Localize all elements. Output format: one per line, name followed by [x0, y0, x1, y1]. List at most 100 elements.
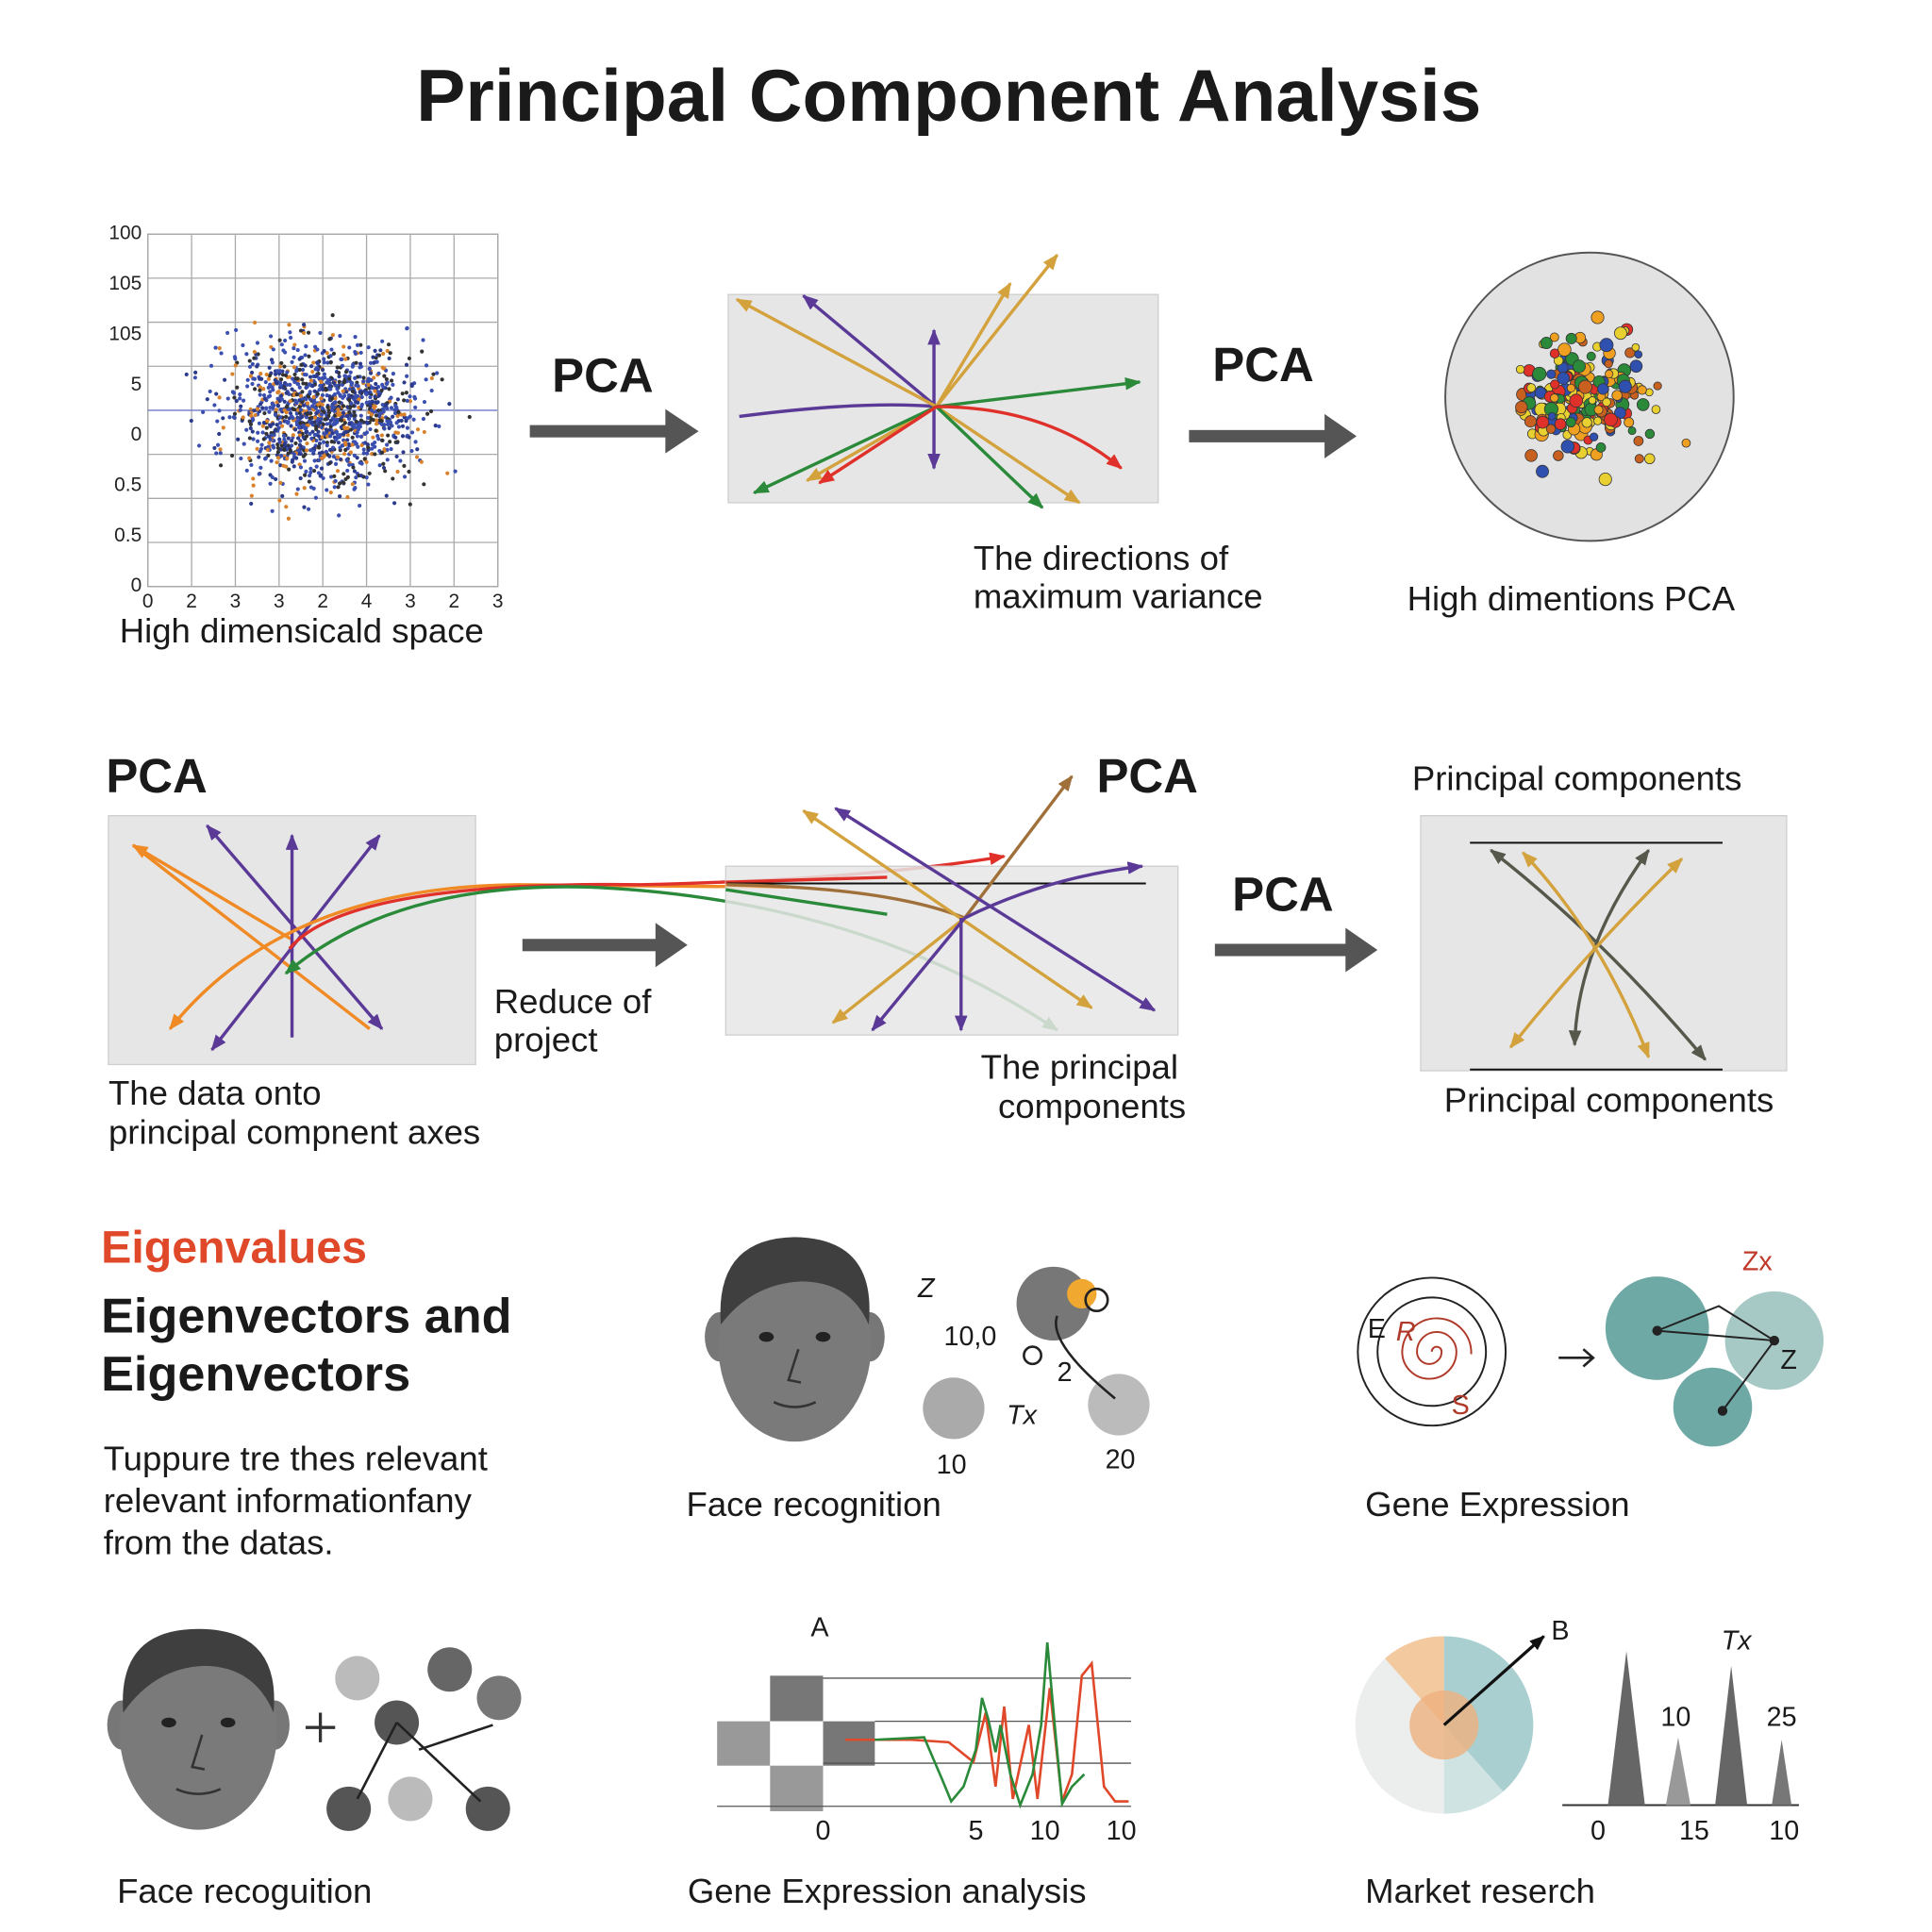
dot — [330, 431, 335, 436]
dot — [323, 417, 327, 422]
dot — [342, 421, 347, 425]
dot — [1549, 393, 1559, 403]
dot — [374, 400, 378, 405]
dot — [347, 397, 352, 403]
caption: Principal components — [1444, 1081, 1774, 1120]
dot — [322, 440, 326, 444]
dot — [424, 363, 429, 368]
heading: Eigenvectors and — [101, 1290, 511, 1344]
dot — [359, 442, 364, 448]
dot — [332, 474, 337, 478]
x-tick-label: 3 — [274, 591, 285, 612]
dot — [251, 437, 256, 441]
dot — [284, 419, 289, 424]
dot — [234, 398, 239, 404]
dot — [1586, 351, 1596, 361]
dot — [331, 454, 336, 459]
dot — [366, 382, 371, 388]
dot — [267, 409, 272, 414]
dot — [388, 420, 393, 425]
dot — [304, 425, 308, 430]
dot — [1629, 359, 1643, 373]
dot — [1633, 436, 1644, 446]
dot — [1598, 473, 1612, 487]
dot — [347, 387, 353, 391]
dot — [350, 380, 355, 386]
dot — [336, 441, 341, 445]
dot — [391, 382, 395, 387]
dot — [356, 393, 360, 399]
cluster-icon — [923, 1266, 1150, 1440]
dot — [1651, 405, 1661, 414]
dot — [218, 451, 223, 456]
dot — [313, 367, 318, 372]
arrow-label: PCA — [1232, 868, 1334, 922]
dot — [251, 483, 256, 488]
caption: High dimentions PCA — [1407, 579, 1736, 618]
label: Tx — [1007, 1401, 1039, 1431]
dot — [1634, 350, 1643, 358]
dot — [385, 348, 390, 354]
dot — [404, 362, 409, 367]
dot — [334, 429, 339, 435]
dot — [405, 398, 409, 403]
y-tick-label: 5 — [131, 374, 142, 395]
dot — [330, 313, 335, 318]
label: 10 — [1660, 1703, 1690, 1733]
dot — [1631, 342, 1641, 352]
dot — [330, 445, 336, 450]
dot — [324, 427, 328, 432]
dot — [379, 388, 384, 392]
dot — [421, 416, 426, 422]
dot — [1599, 338, 1614, 353]
dot — [276, 425, 281, 430]
dot — [184, 372, 189, 377]
dot — [1557, 372, 1571, 385]
dot — [1549, 348, 1560, 358]
dot — [250, 381, 255, 387]
dot — [367, 471, 372, 475]
label: A — [810, 1612, 829, 1642]
dot — [308, 466, 313, 471]
dot — [270, 360, 275, 365]
dot — [422, 429, 426, 435]
dot — [351, 465, 356, 470]
caption: Gene Expression analysis — [688, 1872, 1087, 1910]
dot — [1553, 450, 1564, 461]
dot — [257, 455, 261, 459]
dot — [328, 354, 333, 358]
dot — [290, 439, 294, 443]
dot — [214, 391, 219, 396]
dot — [1560, 440, 1574, 454]
dot — [312, 415, 318, 420]
dot — [274, 476, 278, 482]
dot — [411, 417, 416, 422]
dot — [338, 333, 342, 339]
dot — [399, 418, 404, 423]
dot — [283, 338, 288, 343]
dot — [315, 360, 320, 365]
principal-panel — [1420, 815, 1788, 1072]
dot — [379, 438, 385, 442]
dot — [329, 347, 334, 352]
dot — [288, 399, 292, 404]
dot — [1644, 428, 1656, 440]
dot — [300, 367, 306, 373]
dot — [232, 355, 238, 359]
dot — [413, 405, 418, 410]
dot — [1604, 359, 1613, 369]
dot — [291, 376, 295, 381]
dot — [255, 407, 260, 411]
dot — [282, 399, 287, 404]
dot — [332, 401, 337, 406]
dot — [355, 434, 359, 439]
dot — [268, 334, 274, 339]
dot — [354, 475, 358, 480]
dot — [347, 409, 352, 415]
dot — [247, 364, 253, 369]
dot — [314, 438, 319, 443]
dot — [322, 454, 326, 458]
dot — [341, 472, 346, 476]
dot — [273, 428, 277, 433]
dot — [337, 412, 341, 417]
